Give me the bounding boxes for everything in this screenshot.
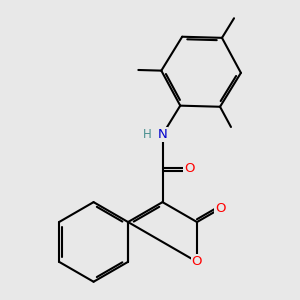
Text: H: H bbox=[143, 128, 152, 141]
Text: N: N bbox=[158, 128, 167, 141]
Text: O: O bbox=[184, 162, 194, 175]
Text: O: O bbox=[192, 255, 202, 268]
Text: O: O bbox=[215, 202, 226, 215]
